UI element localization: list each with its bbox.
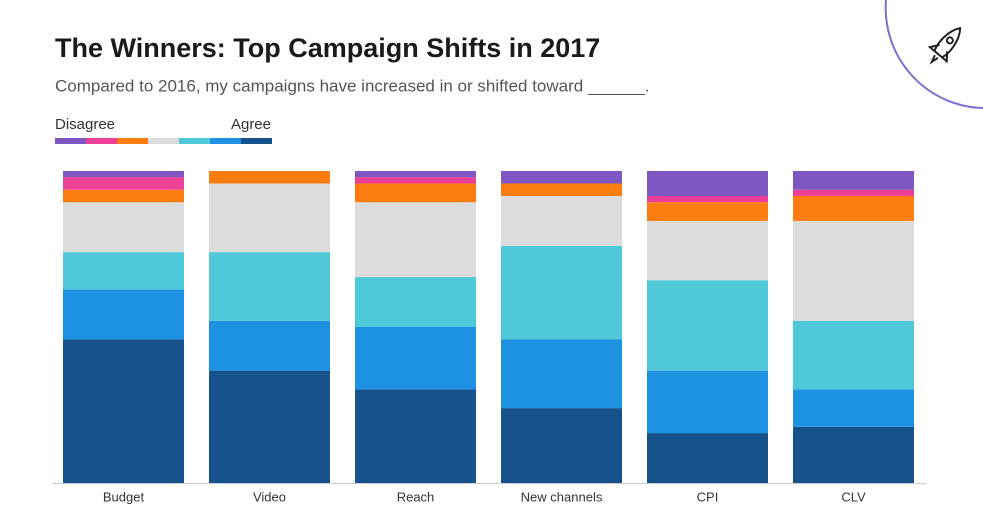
bar-segment — [501, 171, 622, 184]
chart-subtitle: Compared to 2016, my campaigns have incr… — [55, 76, 649, 95]
bar-segment — [63, 177, 184, 190]
bar-segment — [647, 220, 768, 281]
legend-swatch — [210, 138, 241, 144]
bar-segment — [63, 189, 184, 203]
x-tick-label: CLV — [841, 489, 866, 504]
bar-segment — [647, 202, 768, 221]
x-tick-label: CPI — [697, 489, 719, 504]
legend-swatch — [179, 138, 210, 144]
bar-segment — [793, 389, 914, 427]
legend-swatch — [241, 138, 272, 144]
bar-segment — [355, 389, 476, 483]
legend-swatch — [55, 138, 86, 144]
bar-segment — [355, 177, 476, 184]
bar-segment — [793, 195, 914, 221]
bar-segment — [793, 426, 914, 483]
x-tick-label: Budget — [103, 489, 145, 504]
bar-segment — [209, 183, 330, 253]
bar-segment — [793, 171, 914, 190]
bar-segment — [63, 202, 184, 253]
decor-arc — [884, 0, 983, 109]
bar-segment — [355, 277, 476, 327]
chart-title: The Winners: Top Campaign Shifts in 2017 — [55, 33, 600, 63]
bar-segment — [647, 280, 768, 371]
legend-swatch — [117, 138, 148, 144]
legend-low: Disagree — [55, 116, 115, 133]
bar-segment — [63, 289, 184, 340]
bar-segment — [355, 183, 476, 203]
bar-segment — [501, 408, 622, 483]
bar-segment — [209, 171, 330, 184]
bar-segment — [793, 189, 914, 196]
bar-segment — [209, 320, 330, 371]
bar-segment — [209, 252, 330, 321]
bar-segment — [63, 339, 184, 483]
rocket-icon — [927, 26, 962, 65]
x-tick-label: Reach — [397, 489, 435, 504]
bar-segment — [793, 220, 914, 321]
bar-segment — [647, 433, 768, 483]
x-tick-label: New channels — [521, 489, 603, 504]
x-tick-label: Video — [253, 489, 286, 504]
bar-segment — [63, 252, 184, 290]
bar-segment — [355, 327, 476, 390]
legend-high: Agree — [231, 116, 271, 133]
bar-segment — [647, 195, 768, 203]
bar-segment — [793, 320, 914, 390]
bar-segment — [355, 202, 476, 278]
bar-segment — [355, 171, 476, 178]
bar-segment — [647, 370, 768, 434]
bar-segment — [501, 183, 622, 196]
bar-segment — [209, 370, 330, 483]
bar-segment — [647, 171, 768, 196]
bar-segment — [501, 339, 622, 409]
legend-swatch — [148, 138, 179, 144]
bar-segment — [501, 195, 622, 246]
bar-segment — [63, 171, 184, 178]
bar-segment — [501, 245, 622, 340]
legend-swatch — [86, 138, 117, 144]
